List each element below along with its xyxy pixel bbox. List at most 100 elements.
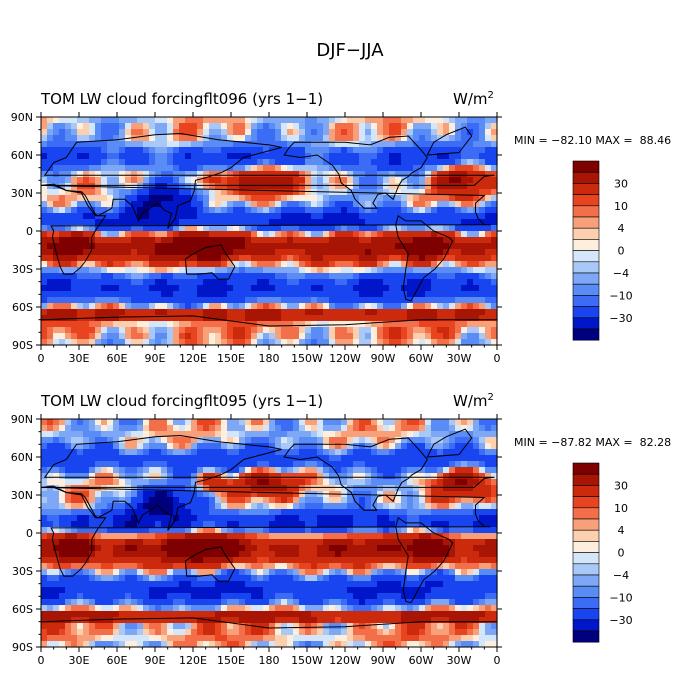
map-cell: [227, 237, 234, 244]
map-cell: [359, 437, 366, 444]
map-cell: [425, 207, 432, 214]
map-cell: [485, 207, 492, 214]
map-cell: [263, 569, 270, 576]
map-cell: [485, 165, 492, 172]
map-cell: [245, 177, 252, 184]
map-cell: [95, 273, 102, 280]
map-cell: [149, 315, 156, 322]
map-cell: [119, 147, 126, 154]
map-cell: [185, 455, 192, 462]
map-cell: [137, 195, 144, 202]
map-cell: [245, 485, 252, 492]
map-cell: [413, 243, 420, 250]
map-cell: [41, 551, 48, 558]
map-cell: [269, 117, 276, 124]
map-cell: [41, 237, 48, 244]
map-cell: [431, 333, 438, 340]
map-cell: [365, 431, 372, 438]
map-cell: [413, 309, 420, 316]
map-cell: [335, 183, 342, 190]
map-cell: [377, 473, 384, 480]
map-cell: [383, 141, 390, 148]
map-cell: [143, 285, 150, 292]
map-cell: [413, 135, 420, 142]
map-cell: [179, 569, 186, 576]
map-cell: [179, 309, 186, 316]
map-cell: [221, 297, 228, 304]
map-cell: [371, 225, 378, 232]
map-cell: [305, 189, 312, 196]
map-cell: [53, 117, 60, 124]
map-cell: [401, 219, 408, 226]
map-cell: [95, 243, 102, 250]
map-cell: [335, 297, 342, 304]
map-cell: [395, 491, 402, 498]
map-cell: [365, 291, 372, 298]
map-cell: [275, 285, 282, 292]
map-cell: [353, 551, 360, 558]
map-cell: [293, 213, 300, 220]
map-cell: [233, 431, 240, 438]
map-cell: [233, 467, 240, 474]
map-cell: [461, 509, 468, 516]
map-cell: [263, 177, 270, 184]
map-cell: [467, 243, 474, 250]
map-cell: [119, 153, 126, 160]
map-cell: [317, 189, 324, 196]
map-cell: [407, 189, 414, 196]
map-cell: [119, 431, 126, 438]
map-cell: [149, 497, 156, 504]
map-cell: [137, 455, 144, 462]
y-tick-label: 90S: [12, 339, 33, 352]
map-cell: [413, 279, 420, 286]
map-cell: [263, 153, 270, 160]
map-cell: [149, 557, 156, 564]
map-cell: [77, 539, 84, 546]
map-cell: [245, 419, 252, 426]
map-cell: [257, 303, 264, 310]
map-cell: [125, 461, 132, 468]
map-cell: [371, 147, 378, 154]
map-cell: [365, 303, 372, 310]
map-cell: [449, 171, 456, 178]
map-cell: [233, 207, 240, 214]
map-cell: [401, 497, 408, 504]
map-cell: [239, 189, 246, 196]
map-cell: [113, 273, 120, 280]
map-cell: [77, 261, 84, 268]
map-cell: [407, 309, 414, 316]
map-cell: [137, 201, 144, 208]
map-cell: [155, 171, 162, 178]
map-cell: [443, 509, 450, 516]
map-cell: [245, 461, 252, 468]
map-cell: [149, 291, 156, 298]
map-cell: [371, 237, 378, 244]
map-cell: [59, 117, 66, 124]
map-cell: [251, 467, 258, 474]
map-cell: [161, 123, 168, 130]
map-cell: [95, 425, 102, 432]
map-cell: [419, 339, 426, 346]
map-cell: [425, 419, 432, 426]
map-cell: [203, 431, 210, 438]
map-cell: [263, 273, 270, 280]
map-cell: [191, 461, 198, 468]
map-cell: [95, 509, 102, 516]
map-cell: [227, 189, 234, 196]
map-cell: [443, 473, 450, 480]
map-cell: [311, 309, 318, 316]
map-cell: [461, 177, 468, 184]
map-cell: [479, 201, 486, 208]
map-cell: [329, 485, 336, 492]
map-cell: [317, 117, 324, 124]
map-cell: [491, 225, 498, 232]
map-cell: [347, 201, 354, 208]
map-cell: [443, 255, 450, 262]
map-cell: [221, 545, 228, 552]
map-cell: [395, 539, 402, 546]
map-cell: [371, 153, 378, 160]
map-cell: [281, 479, 288, 486]
map-cell: [335, 147, 342, 154]
map-cell: [77, 129, 84, 136]
map-cell: [323, 279, 330, 286]
